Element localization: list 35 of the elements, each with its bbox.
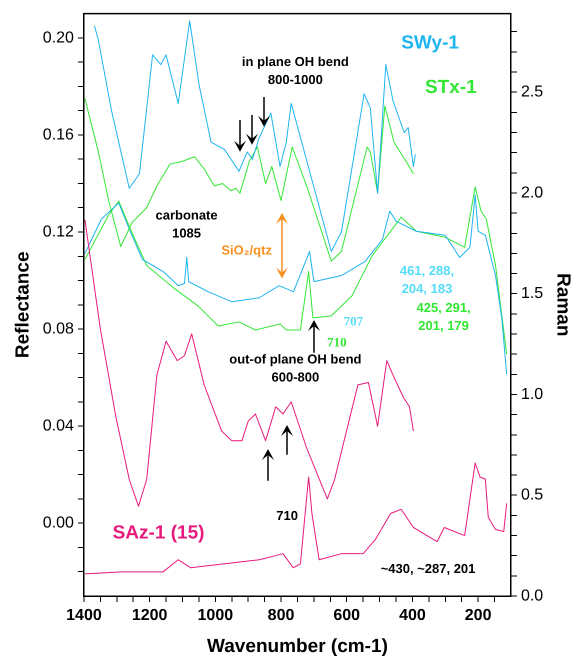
x-tick-label: 400 <box>399 607 426 624</box>
x-tick-label: 1000 <box>198 607 234 624</box>
text: STx-1 <box>424 77 478 98</box>
annotation: 710 <box>276 508 298 524</box>
x-tick-label: 1400 <box>66 607 102 624</box>
annotation: 707 <box>344 314 364 329</box>
x-tick-label: 1200 <box>132 607 168 624</box>
annotation: 710 <box>327 334 347 350</box>
y2-tick-label: 1.5 <box>520 285 544 302</box>
x-tick-label: 600 <box>333 607 360 624</box>
x-axis-title: Wavenumber (cm-1) <box>207 636 388 657</box>
annotation: carbonate 1085 <box>155 208 218 241</box>
y2-tick-label: 0.0 <box>520 587 544 604</box>
series-label: SAz-1 (15) <box>112 522 204 544</box>
y2-tick-label: 1.0 <box>520 386 544 403</box>
y2-axis-title: Raman <box>552 273 574 336</box>
series-label: SWy-1 <box>401 32 460 54</box>
annotation: 425, 291, 201, 179 <box>416 300 471 333</box>
x-tick-label: 800 <box>268 607 294 624</box>
annotation: in plane OH bend 800-1000 <box>242 54 349 87</box>
annotation: out-of plane OH bend 600-800 <box>229 351 362 384</box>
y-tick-label: 0.12 <box>42 223 74 240</box>
y-tick-label: 0.20 <box>42 29 74 46</box>
y-axis-title: Reflectance <box>12 251 34 358</box>
y-tick-label: 0.08 <box>42 320 74 338</box>
y-tick-label: 0.00 <box>42 514 74 532</box>
y-tick-label: 0.16 <box>42 126 74 144</box>
y2-tick-label: 2.0 <box>520 184 544 202</box>
annotation: ~430, ~287, 201 <box>380 560 476 576</box>
y2-tick-label: 0.5 <box>520 486 544 504</box>
y-tick-label: 0.04 <box>42 418 74 435</box>
annotation: SiO₂/qtz <box>221 242 272 258</box>
annotation: 461, 288, 204, 183 <box>400 263 454 296</box>
y2-tick-label: 2.5 <box>520 84 544 101</box>
x-tick-label: 200 <box>464 607 492 624</box>
